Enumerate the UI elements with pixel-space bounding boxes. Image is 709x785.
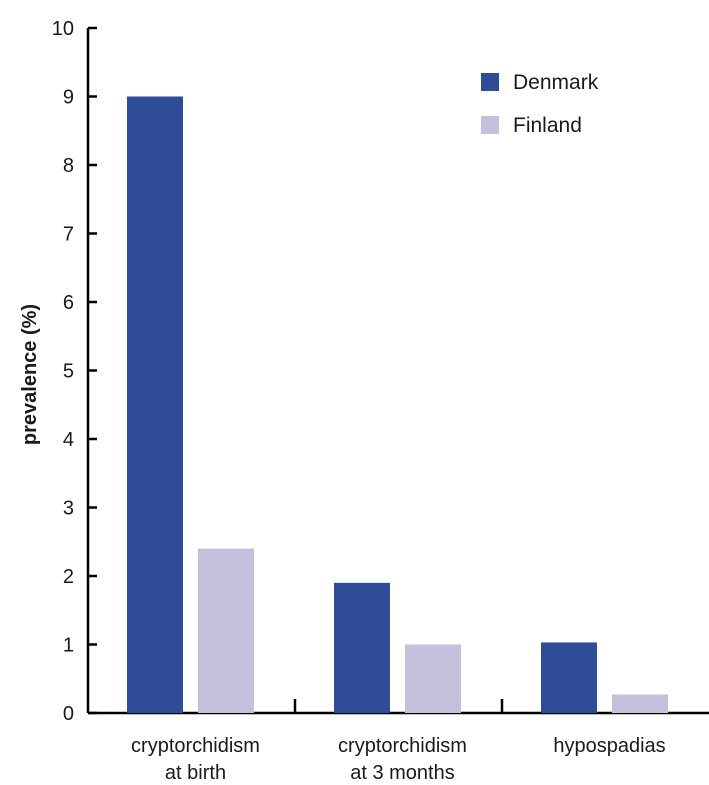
bar-finland-2 xyxy=(612,694,668,713)
y-tick-label: 3 xyxy=(63,498,74,520)
legend-label-finland: Finland xyxy=(513,114,582,137)
y-tick-label: 9 xyxy=(63,87,74,109)
y-axis-label: prevalence (%) xyxy=(19,304,41,445)
bar-denmark-2 xyxy=(541,642,597,713)
legend: Denmark Finland xyxy=(481,71,599,137)
y-tick-label: 1 xyxy=(63,635,74,657)
bar-finland-1 xyxy=(405,644,461,713)
axes xyxy=(86,26,709,715)
y-tick-label: 8 xyxy=(63,155,74,177)
x-category-label: cryptorchidism xyxy=(131,735,260,757)
bars xyxy=(127,96,668,713)
bar-finland-0 xyxy=(198,548,254,713)
x-category-label: at 3 months xyxy=(350,762,455,784)
y-tick-label: 6 xyxy=(63,292,74,314)
y-tick-label: 7 xyxy=(63,224,74,246)
y-tick-label: 0 xyxy=(63,703,74,725)
legend-swatch-finland xyxy=(481,116,499,134)
y-tick-label: 4 xyxy=(63,429,74,451)
bar-denmark-1 xyxy=(334,582,390,713)
y-tick-label: 5 xyxy=(63,361,74,383)
labels: 0 1 2 3 4 5 6 7 8 9 10 cryptorchidism at birth crypto… xyxy=(19,18,666,784)
legend-label-denmark: Denmark xyxy=(513,71,599,94)
x-category-label: cryptorchidism xyxy=(338,735,467,757)
legend-swatch-denmark xyxy=(481,73,499,91)
y-tick-label: 10 xyxy=(52,18,74,40)
x-category-label: hypospadias xyxy=(553,735,665,757)
x-category-label: at birth xyxy=(165,762,226,784)
bar-denmark-0 xyxy=(127,96,183,713)
y-tick-label: 2 xyxy=(63,566,74,588)
